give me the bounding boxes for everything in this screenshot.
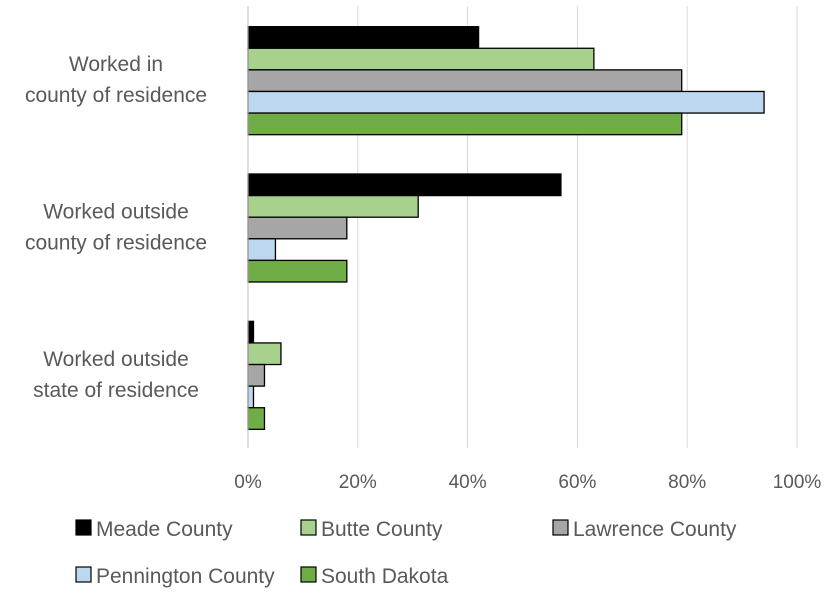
x-tick-label: 20% <box>339 472 377 493</box>
x-tick-label: 40% <box>449 472 487 493</box>
legend-label: Lawrence County <box>573 518 737 541</box>
legend-item: Meade County <box>75 518 233 541</box>
x-tick-label: 100% <box>773 472 822 493</box>
bar-south-dakota-1 <box>247 259 348 283</box>
legend: Meade County Butte County Lawrence County P… <box>75 518 737 588</box>
bars <box>247 26 765 430</box>
legend-swatch <box>75 519 92 536</box>
legend-item: Pennington County <box>75 565 275 588</box>
bar-butte-county-2 <box>247 342 282 366</box>
legend-label: South Dakota <box>321 565 449 588</box>
legend-item: South Dakota <box>300 565 449 588</box>
bar-butte-county-1 <box>247 194 419 218</box>
bar-meade-county-2 <box>247 320 255 344</box>
category-label: Worked outside <box>43 201 189 224</box>
x-tick-label: 0% <box>234 472 262 493</box>
bar-lawrence-county-1 <box>247 216 348 240</box>
bar-pennington-county-1 <box>247 238 277 262</box>
bar-lawrence-county-0 <box>247 69 683 93</box>
legend-label: Butte County <box>321 518 443 541</box>
legend-item: Butte County <box>300 518 443 541</box>
x-axis-ticks: 0% 20% 40% 60% 80% 100% <box>234 472 821 493</box>
x-tick-label: 60% <box>558 472 596 493</box>
legend-item: Lawrence County <box>552 518 737 541</box>
category-label: state of residence <box>33 379 199 402</box>
bar-south-dakota-2 <box>247 407 266 430</box>
category-label: Worked outside <box>43 348 189 371</box>
legend-swatch <box>300 519 317 536</box>
category-label: Worked in <box>69 53 163 76</box>
bar-meade-county-0 <box>247 26 480 49</box>
bar-butte-county-0 <box>247 47 595 71</box>
legend-label: Meade County <box>96 518 233 541</box>
legend-swatch <box>75 566 92 583</box>
legend-swatch <box>552 519 569 536</box>
category-label: county of residence <box>25 84 207 107</box>
x-tick-label: 80% <box>668 472 706 493</box>
bar-south-dakota-0 <box>247 112 683 136</box>
category-labels: Worked in county of residence Worked outsi… <box>25 53 207 402</box>
bar-pennington-county-2 <box>247 385 255 409</box>
bar-pennington-county-0 <box>247 90 765 114</box>
legend-swatch <box>300 566 317 583</box>
bar-lawrence-county-2 <box>247 363 266 387</box>
legend-label: Pennington County <box>96 565 275 588</box>
category-label: county of residence <box>25 232 207 255</box>
bar-meade-county-1 <box>247 173 562 197</box>
